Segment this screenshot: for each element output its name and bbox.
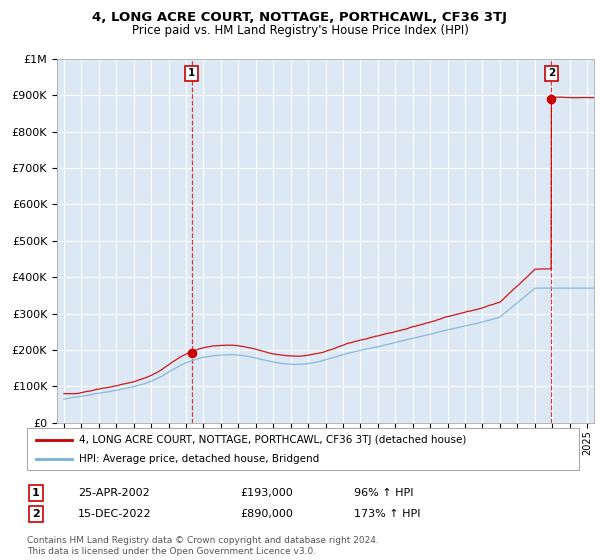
Text: 96% ↑ HPI: 96% ↑ HPI (354, 488, 413, 498)
Text: 25-APR-2002: 25-APR-2002 (78, 488, 150, 498)
Point (547, 95, 556, 104)
Text: Price paid vs. HM Land Registry's House Price Index (HPI): Price paid vs. HM Land Registry's House … (131, 24, 469, 36)
Text: 15-DEC-2022: 15-DEC-2022 (78, 509, 152, 519)
Text: Contains HM Land Registry data © Crown copyright and database right 2024.
This d: Contains HM Land Registry data © Crown c… (27, 536, 379, 556)
Text: 2: 2 (548, 68, 555, 78)
Text: HPI: Average price, detached house, Bridgend: HPI: Average price, detached house, Brid… (79, 454, 319, 464)
Text: £193,000: £193,000 (240, 488, 293, 498)
Text: 173% ↑ HPI: 173% ↑ HPI (354, 509, 421, 519)
Text: 1: 1 (188, 68, 195, 78)
Text: £890,000: £890,000 (240, 509, 293, 519)
Text: 1: 1 (32, 488, 40, 498)
Text: 4, LONG ACRE COURT, NOTTAGE, PORTHCAWL, CF36 3TJ: 4, LONG ACRE COURT, NOTTAGE, PORTHCAWL, … (92, 11, 508, 24)
Text: 4, LONG ACRE COURT, NOTTAGE, PORTHCAWL, CF36 3TJ (detached house): 4, LONG ACRE COURT, NOTTAGE, PORTHCAWL, … (79, 435, 467, 445)
Text: 2: 2 (32, 509, 40, 519)
Point (187, 348, 196, 357)
